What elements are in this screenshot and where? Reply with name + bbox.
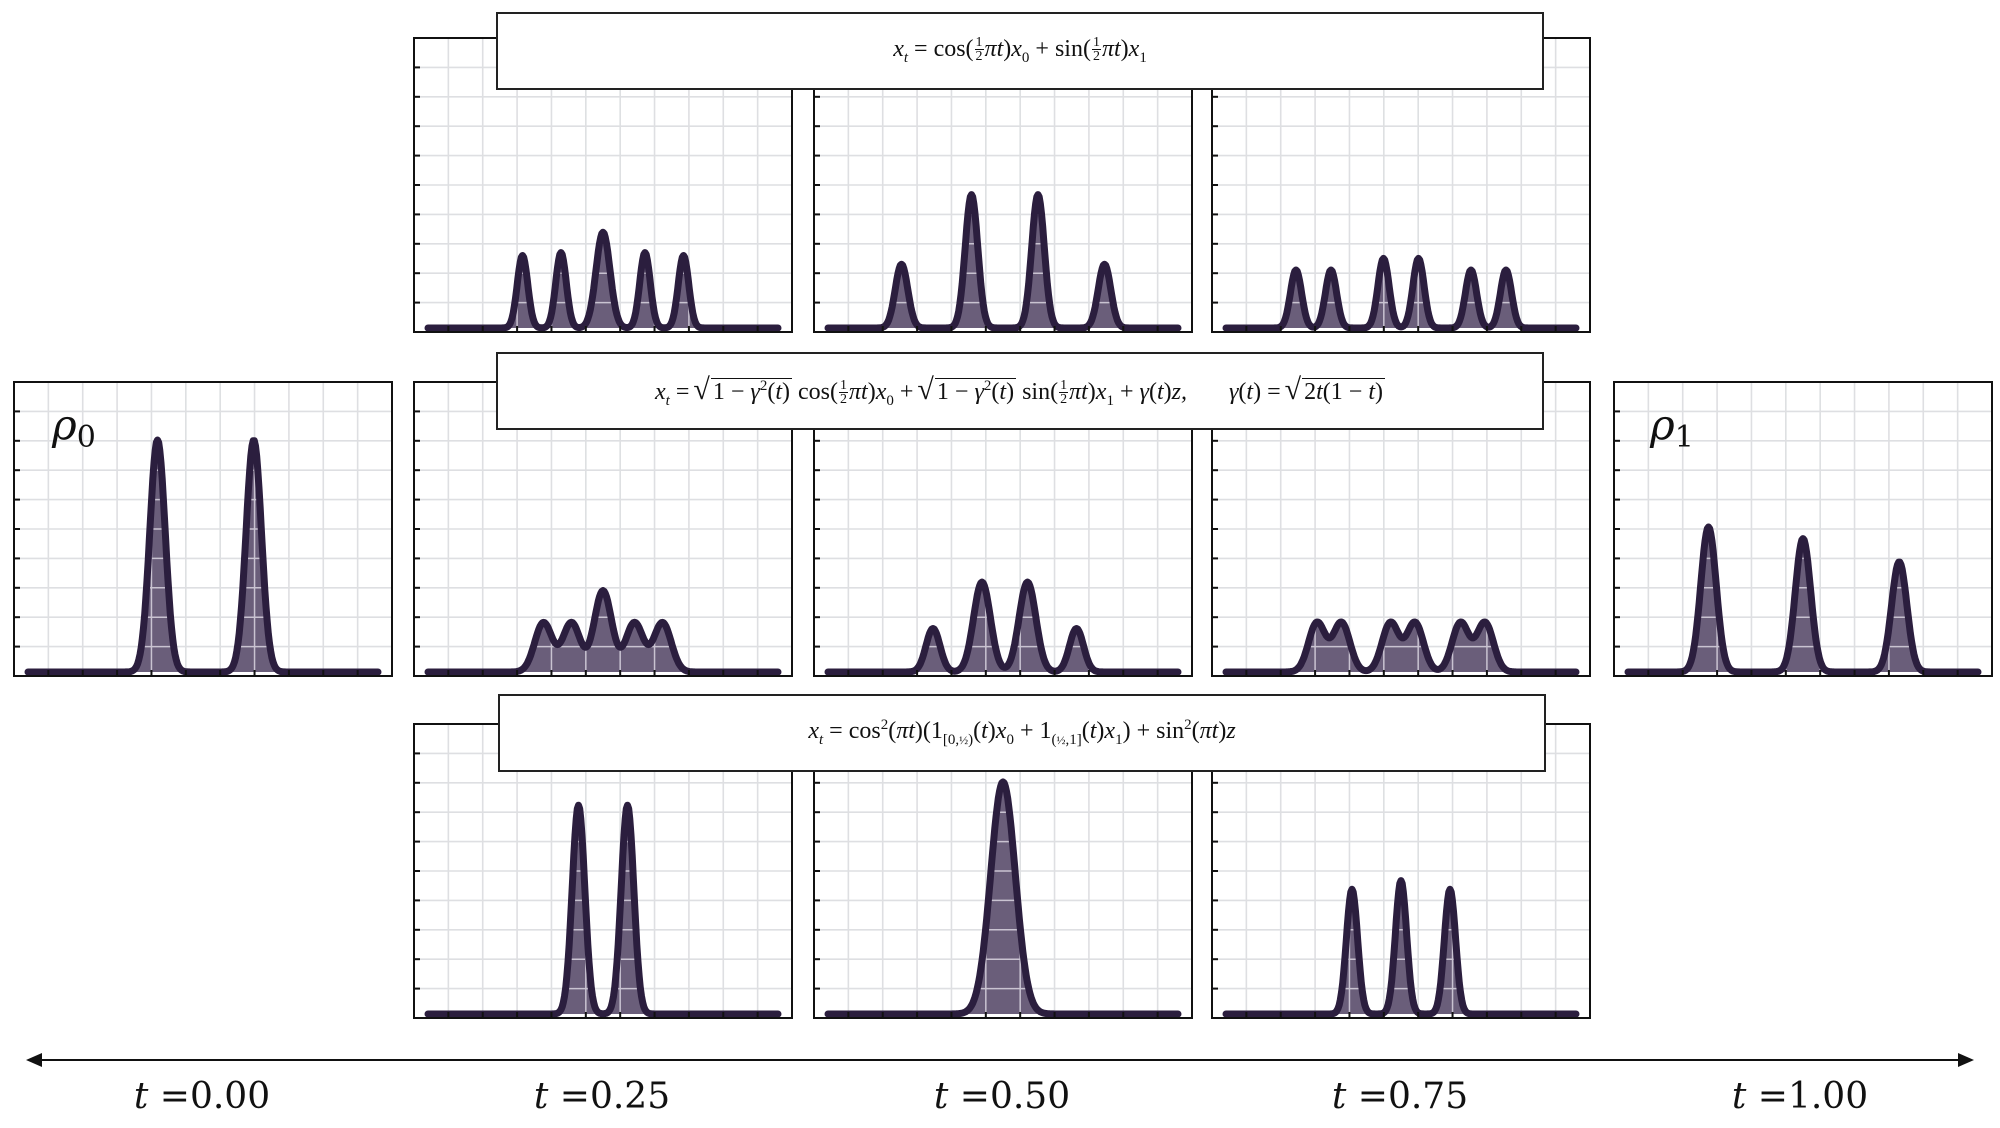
time-value: =0.75 — [1357, 1076, 1469, 1117]
chart-panel-bot-t075 — [1211, 723, 1591, 1019]
panels-layer — [13, 37, 1993, 1019]
density-area — [28, 440, 378, 672]
time-label-4: t =1.00 — [1700, 1076, 1900, 1117]
time-value: =0.25 — [559, 1076, 671, 1117]
density-curve — [1222, 877, 1580, 1018]
chart-panel-bot-t025 — [413, 723, 793, 1019]
rho0-subscript: 0 — [76, 420, 96, 455]
equation-bottom: xt = cos2(πt)(1[0,½)(t)x0 + 1(½,1](t)x1)… — [498, 694, 1546, 772]
rho0-label: ρ0 — [52, 400, 96, 455]
density-area — [428, 232, 778, 328]
time-label-3: t =0.75 — [1300, 1076, 1500, 1117]
density-curve — [1222, 618, 1580, 676]
time-symbol: t — [533, 1076, 549, 1117]
density-area — [1226, 258, 1576, 328]
rho1-label: ρ1 — [1650, 400, 1694, 455]
time-symbol: t — [933, 1076, 949, 1117]
equation-middle: xt = √ 1 − γ2(t) cos(1 2 πt)x0 + √ 1 − γ2(t) s… — [496, 352, 1544, 430]
density-area — [828, 782, 1178, 1014]
time-label-1: t =0.25 — [502, 1076, 702, 1117]
chart-grid — [814, 382, 1192, 676]
chart-panel-mid-t050 — [813, 381, 1193, 677]
density-curve — [1624, 523, 1982, 676]
density-area — [428, 805, 778, 1014]
density-curve — [424, 801, 782, 1018]
chart-grid — [814, 38, 1192, 332]
chart-grid — [14, 382, 392, 676]
time-label-0: t =0.00 — [102, 1076, 302, 1117]
chart-panel-rho1 — [1613, 381, 1993, 677]
density-area — [428, 590, 778, 672]
chart-panel-top-t025 — [413, 37, 793, 333]
density-curve — [824, 191, 1182, 332]
chart-panel-top-t050 — [813, 37, 1193, 333]
time-label-2: t =0.50 — [902, 1076, 1102, 1117]
density-curve — [824, 778, 1182, 1018]
density-area — [828, 582, 1178, 672]
rho0-symbol: ρ — [52, 400, 77, 449]
timeline-axis — [26, 1053, 1974, 1067]
equation-top: xt = cos(1 2 πt)x0 + sin(1 2 πt)x1 — [496, 12, 1544, 90]
density-curve — [824, 578, 1182, 676]
density-curve — [424, 228, 782, 332]
chart-panel-mid-t025 — [413, 381, 793, 677]
chart-panel-rho0 — [13, 381, 393, 677]
time-symbol: t — [1731, 1076, 1747, 1117]
rho1-subscript: 1 — [1674, 420, 1694, 455]
density-curve — [424, 587, 782, 676]
equation-middle-content: xt = √ 1 − γ2(t) cos(1 2 πt)x0 + √ 1 − γ2(t) s… — [655, 372, 1385, 409]
equation-bottom-content: xt = cos2(πt)(1[0,½)(t)x0 + 1(½,1](t)x1)… — [808, 717, 1236, 748]
time-value: =0.00 — [159, 1076, 271, 1117]
rho1-symbol: ρ — [1650, 400, 1675, 449]
chart-grid — [414, 38, 792, 332]
time-symbol: t — [133, 1076, 149, 1117]
density-area — [1226, 880, 1576, 1014]
time-value: =0.50 — [959, 1076, 1071, 1117]
time-symbol: t — [1331, 1076, 1347, 1117]
time-value: =1.00 — [1757, 1076, 1869, 1117]
density-curve — [24, 436, 382, 676]
density-curve — [1222, 254, 1580, 332]
equation-top-content: xt = cos(1 2 πt)x0 + sin(1 2 πt)x1 — [893, 35, 1147, 66]
